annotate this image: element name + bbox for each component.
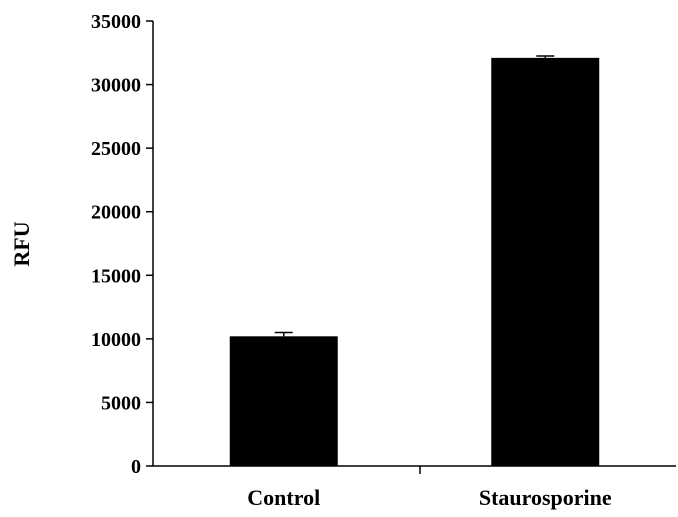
y-tick-label: 15000 — [91, 265, 141, 287]
y-tick-label: 0 — [131, 456, 141, 478]
y-tick-label: 30000 — [91, 75, 141, 97]
y-tick-label: 20000 — [91, 202, 141, 224]
y-tick-label: 25000 — [91, 138, 141, 160]
bar-staurosporine — [491, 57, 600, 466]
y-axis-title: RFU — [9, 221, 34, 266]
y-axis-ticks: 0 5000 10000 15000 20000 25000 30000 35000 — [91, 11, 153, 478]
y-tick-label: 35000 — [91, 11, 141, 33]
x-category-label: Staurosporine — [479, 485, 612, 510]
plot-area — [229, 55, 600, 466]
y-tick-label: 5000 — [101, 392, 141, 414]
bar-control — [229, 336, 338, 466]
x-axis-labels: Control Staurosporine — [247, 485, 612, 510]
x-category-label: Control — [247, 485, 320, 510]
y-tick-label: 10000 — [91, 329, 141, 351]
